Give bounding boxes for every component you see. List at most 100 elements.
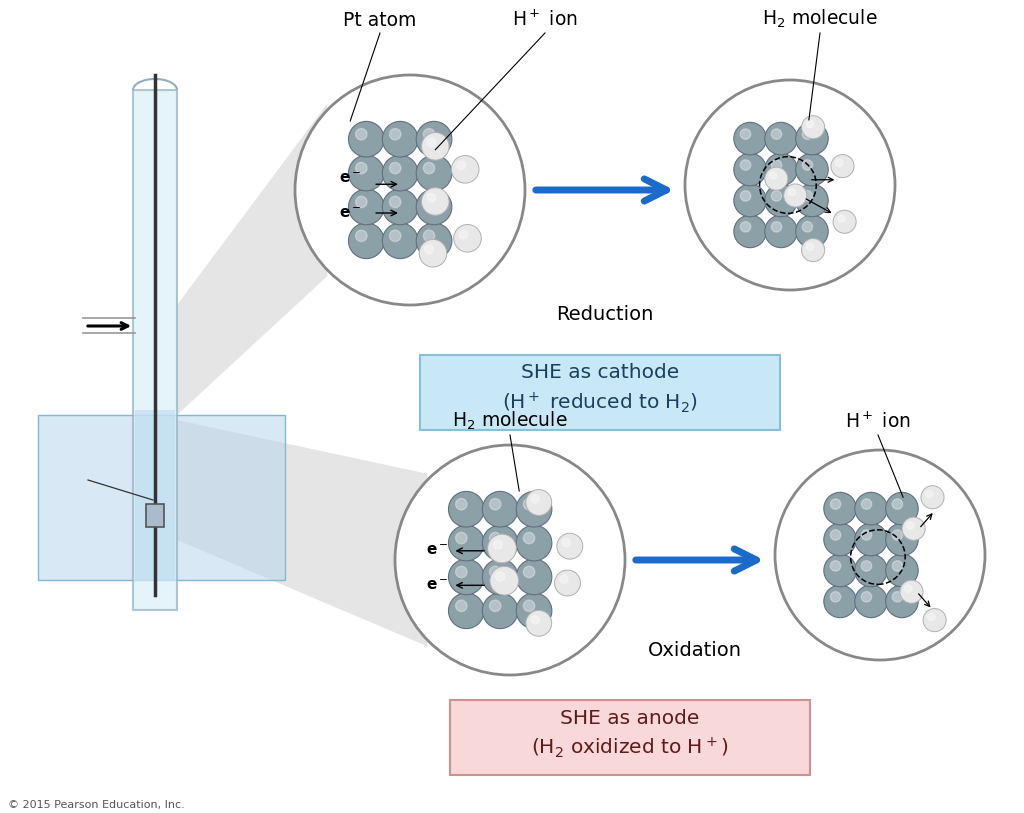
Circle shape [796,122,828,155]
Circle shape [775,450,985,660]
Circle shape [765,122,798,155]
Circle shape [904,585,912,592]
Circle shape [416,155,452,191]
Circle shape [416,223,452,259]
Circle shape [482,525,518,561]
Text: © 2015 Pearson Education, Inc.: © 2015 Pearson Education, Inc. [8,800,184,810]
Circle shape [892,530,902,540]
Circle shape [824,493,856,525]
Bar [38,415,285,580]
Circle shape [802,128,813,139]
Circle shape [557,533,583,559]
Circle shape [765,167,787,190]
Circle shape [855,554,888,587]
Circle shape [796,154,828,186]
Circle shape [926,490,933,498]
Circle shape [423,163,435,174]
Text: SHE as cathode: SHE as cathode [521,363,679,382]
Circle shape [355,196,367,207]
Polygon shape [177,420,427,646]
Circle shape [830,561,841,571]
Text: e$^-$: e$^-$ [339,206,361,220]
Circle shape [802,191,813,201]
Circle shape [489,567,518,595]
Circle shape [422,133,450,160]
Bar [38,415,285,580]
Circle shape [389,196,400,207]
Circle shape [555,570,581,596]
Circle shape [516,525,552,561]
Circle shape [734,185,766,217]
Circle shape [389,128,400,140]
Circle shape [861,592,871,602]
Circle shape [796,185,828,217]
Circle shape [802,238,824,262]
Circle shape [900,580,923,603]
Circle shape [482,491,518,527]
Circle shape [765,154,798,186]
Circle shape [496,572,505,581]
Circle shape [531,495,540,503]
Circle shape [830,530,841,540]
Circle shape [382,223,418,259]
Circle shape [348,155,384,191]
Circle shape [516,559,552,595]
Bar [450,700,810,775]
Circle shape [355,163,367,174]
Circle shape [523,600,535,611]
Circle shape [423,230,435,241]
Circle shape [494,540,503,549]
Circle shape [562,538,570,546]
Text: e$^-$: e$^-$ [426,578,449,593]
Circle shape [806,243,813,250]
Circle shape [560,576,568,584]
Circle shape [830,499,841,509]
Circle shape [516,491,552,527]
Circle shape [449,559,484,595]
Circle shape [740,128,751,139]
Circle shape [892,592,902,602]
Circle shape [886,585,919,618]
Circle shape [783,184,807,207]
Circle shape [531,615,540,624]
Circle shape [452,155,479,183]
Circle shape [824,524,856,556]
Circle shape [734,215,766,248]
Circle shape [923,609,946,632]
Circle shape [886,493,919,525]
Circle shape [425,245,433,254]
Circle shape [769,172,777,179]
Circle shape [830,592,841,602]
Circle shape [685,80,895,290]
Circle shape [454,224,481,252]
Text: H$^+$ ion: H$^+$ ion [845,412,911,432]
Circle shape [423,128,435,140]
Circle shape [886,524,919,556]
Circle shape [482,559,518,595]
Circle shape [740,222,751,232]
Circle shape [395,445,625,675]
Circle shape [516,593,552,628]
Circle shape [525,489,552,515]
Circle shape [802,222,813,232]
Circle shape [892,561,902,571]
Circle shape [734,154,766,186]
Circle shape [449,525,484,561]
Circle shape [382,121,418,157]
Circle shape [886,554,919,587]
Circle shape [457,161,466,170]
Circle shape [824,585,856,618]
Circle shape [523,498,535,510]
Circle shape [382,155,418,191]
Circle shape [830,154,854,178]
Circle shape [295,75,525,305]
Circle shape [928,613,935,620]
Circle shape [892,499,902,509]
Circle shape [906,522,914,529]
Bar [133,90,177,610]
Circle shape [838,215,845,222]
Text: H$_2$ molecule: H$_2$ molecule [453,410,567,432]
Text: Pt atom: Pt atom [343,11,417,30]
Polygon shape [177,104,328,415]
Circle shape [487,534,516,563]
